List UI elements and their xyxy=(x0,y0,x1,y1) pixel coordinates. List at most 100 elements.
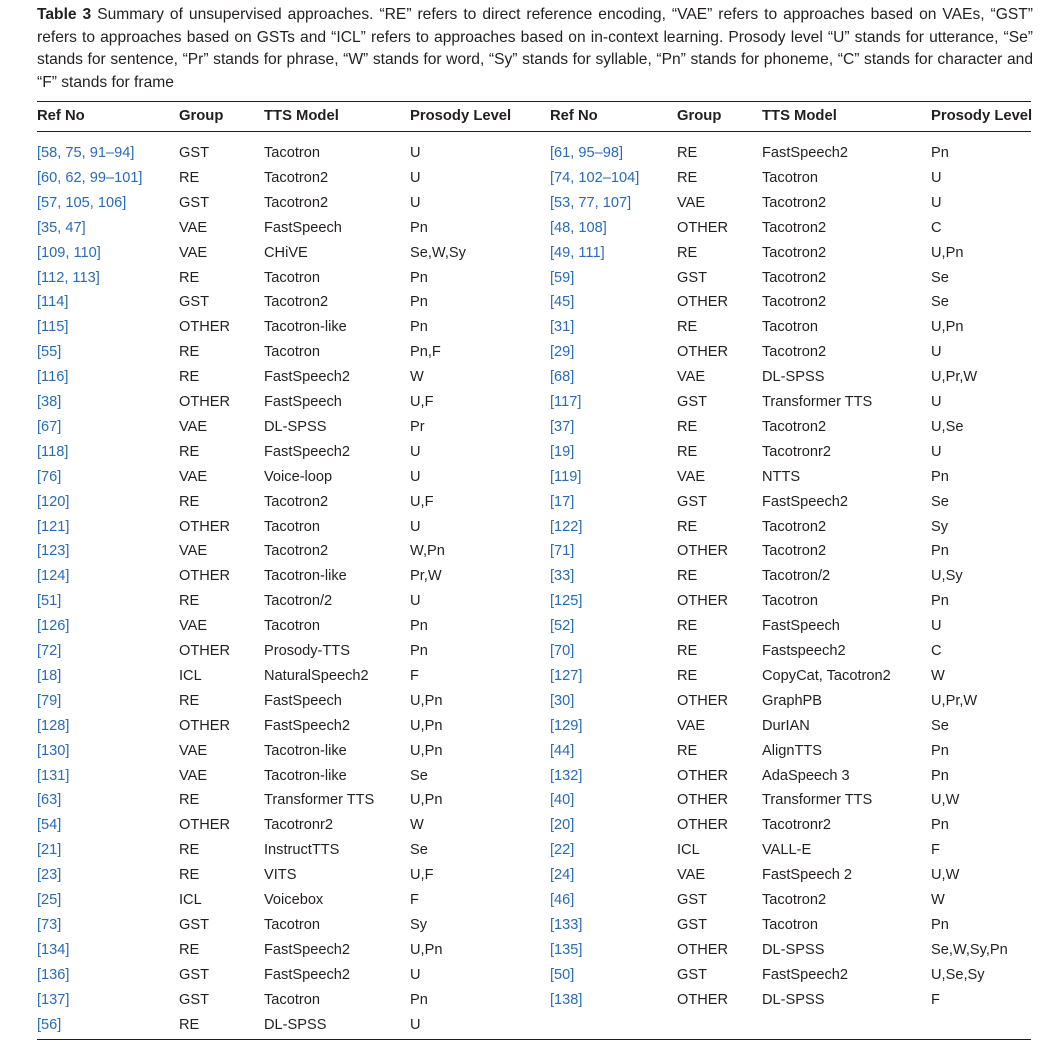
table-row: [112, 113] RE Tacotron Pn [59] GST Tacotron2 Se xyxy=(0,266,1049,291)
cell-group: OTHER xyxy=(179,394,231,410)
cell-ref-no[interactable]: [136] xyxy=(37,966,70,983)
cell-prosody-level: W xyxy=(410,369,424,386)
cell-ref-no[interactable]: [63] xyxy=(37,792,62,809)
cell-prosody-level: Pn xyxy=(410,269,428,286)
cell-ref-no[interactable]: [132] xyxy=(550,767,583,784)
cell-ref-no[interactable]: [121] xyxy=(37,518,70,535)
cell-ref-no[interactable]: [21] xyxy=(37,842,62,859)
cell-ref-no[interactable]: [114] xyxy=(37,294,69,311)
cell-ref-no[interactable]: [134] xyxy=(37,941,70,958)
cell-ref-no[interactable]: [59] xyxy=(550,269,575,286)
cell-group: OTHER xyxy=(677,817,729,834)
cell-ref-no[interactable]: [135] xyxy=(550,941,583,958)
cell-ref-no[interactable]: [118] xyxy=(37,443,69,460)
cell-ref-no[interactable]: [24] xyxy=(550,867,575,884)
cell-ref-no[interactable]: [44] xyxy=(550,742,575,759)
cell-ref-no[interactable]: [51] xyxy=(37,593,62,610)
cell-ref-no[interactable]: [25] xyxy=(37,892,62,908)
cell-group: ICL xyxy=(179,667,202,684)
cell-ref-no[interactable]: [67] xyxy=(37,418,62,435)
cell-prosody-level: W xyxy=(410,817,424,834)
cell-ref-no[interactable]: [71] xyxy=(550,543,575,560)
cell-ref-no[interactable]: [38] xyxy=(37,394,62,410)
cell-group: RE xyxy=(179,692,200,709)
cell-ref-no[interactable]: [40] xyxy=(550,792,575,809)
cell-ref-no[interactable]: [79] xyxy=(37,692,62,709)
cell-ref-no[interactable]: [125] xyxy=(550,593,583,610)
cell-ref-no[interactable]: [72] xyxy=(37,643,62,659)
cell-ref-no[interactable]: [53, 77, 107] xyxy=(550,194,632,211)
cell-ref-no[interactable]: [22] xyxy=(550,842,575,859)
cell-tts-model: Tacotron2 xyxy=(762,244,827,261)
cell-ref-no[interactable]: [126] xyxy=(37,618,70,635)
table-row: [116] RE FastSpeech2 W [68] VAE DL-SPSS U,Pr,W xyxy=(0,365,1049,390)
cell-prosody-level: F xyxy=(410,667,419,684)
cell-ref-no[interactable]: [37] xyxy=(550,418,575,435)
cell-tts-model: Tacotronr2 xyxy=(762,443,831,460)
cell-ref-no[interactable]: [73] xyxy=(37,916,62,933)
cell-tts-model: Tacotron xyxy=(264,916,320,933)
cell-ref-no[interactable]: [20] xyxy=(550,817,575,834)
cell-group: RE xyxy=(677,742,698,759)
cell-tts-model: Voicebox xyxy=(264,892,324,908)
cell-ref-no[interactable]: [128] xyxy=(37,717,70,734)
cell-ref-no[interactable]: [74, 102–104] xyxy=(550,169,640,186)
cell-ref-no[interactable]: [116] xyxy=(37,369,69,386)
cell-ref-no[interactable]: [129] xyxy=(550,717,583,734)
cell-ref-no[interactable]: [60, 62, 99–101] xyxy=(37,169,143,186)
cell-ref-no[interactable]: [33] xyxy=(550,568,575,585)
cell-ref-no[interactable]: [122] xyxy=(550,518,583,535)
cell-ref-no[interactable]: [115] xyxy=(37,319,69,336)
cell-ref-no[interactable]: [127] xyxy=(550,667,583,684)
cell-prosody-level: U xyxy=(410,194,421,211)
cell-ref-no[interactable]: [112, 113] xyxy=(37,269,100,286)
cell-ref-no[interactable]: [124] xyxy=(37,568,70,585)
cell-ref-no[interactable]: [23] xyxy=(37,867,62,884)
cell-ref-no[interactable]: [117] xyxy=(550,394,582,410)
table-row: [131] VAE Tacotron-like Se [132] OTHER AdaSpee… xyxy=(0,764,1049,789)
cell-tts-model: FastSpeech xyxy=(264,394,342,410)
cell-ref-no[interactable]: [137] xyxy=(37,991,70,1008)
cell-ref-no[interactable]: [61, 95–98] xyxy=(550,145,624,161)
cell-ref-no[interactable]: [58, 75, 91–94] xyxy=(37,145,135,161)
table-row: [118] RE FastSpeech2 U [19] RE Tacotronr2 U xyxy=(0,440,1049,465)
cell-ref-no[interactable]: [30] xyxy=(550,692,575,709)
cell-ref-no[interactable]: [76] xyxy=(37,468,62,485)
cell-ref-no[interactable]: [35, 47] xyxy=(37,219,86,236)
cell-tts-model: Tacotron xyxy=(264,145,320,161)
cell-ref-no[interactable]: [130] xyxy=(37,742,70,759)
cell-ref-no[interactable]: [46] xyxy=(550,892,575,908)
cell-ref-no[interactable]: [45] xyxy=(550,294,575,311)
cell-ref-no[interactable]: [131] xyxy=(37,767,70,784)
cell-ref-no[interactable]: [56] xyxy=(37,1016,62,1033)
cell-ref-no[interactable]: [133] xyxy=(550,916,583,933)
cell-ref-no[interactable]: [19] xyxy=(550,443,575,460)
cell-ref-no[interactable]: [55] xyxy=(37,344,62,361)
cell-tts-model: DL-SPSS xyxy=(762,369,825,386)
cell-ref-no[interactable]: [54] xyxy=(37,817,62,834)
cell-ref-no[interactable]: [119] xyxy=(550,468,582,485)
cell-prosody-level: U,Se,Sy xyxy=(931,966,985,983)
cell-ref-no[interactable]: [49, 111] xyxy=(550,244,605,261)
cell-ref-no[interactable]: [48, 108] xyxy=(550,219,607,236)
cell-ref-no[interactable]: [31] xyxy=(550,319,575,336)
cell-ref-no[interactable]: [18] xyxy=(37,667,62,684)
cell-ref-no[interactable]: [68] xyxy=(550,369,575,386)
cell-tts-model: Tacotron2 xyxy=(762,892,827,908)
cell-group: RE xyxy=(677,319,698,336)
cell-group: GST xyxy=(677,493,707,510)
cell-ref-no[interactable]: [109, 110] xyxy=(37,244,101,261)
cell-group: GST xyxy=(179,145,209,161)
cell-ref-no[interactable]: [120] xyxy=(37,493,70,510)
cell-ref-no[interactable]: [17] xyxy=(550,493,575,510)
cell-ref-no[interactable]: [52] xyxy=(550,618,575,635)
cell-ref-no[interactable]: [57, 105, 106] xyxy=(37,194,127,211)
cell-ref-no[interactable]: [50] xyxy=(550,966,575,983)
cell-ref-no[interactable]: [70] xyxy=(550,643,575,659)
cell-group: VAE xyxy=(179,468,208,485)
cell-ref-no[interactable]: [29] xyxy=(550,344,575,361)
cell-tts-model: DL-SPSS xyxy=(762,991,825,1008)
cell-ref-no[interactable]: [138] xyxy=(550,991,583,1008)
cell-ref-no[interactable]: [123] xyxy=(37,543,70,560)
cell-prosody-level: U xyxy=(410,145,421,161)
